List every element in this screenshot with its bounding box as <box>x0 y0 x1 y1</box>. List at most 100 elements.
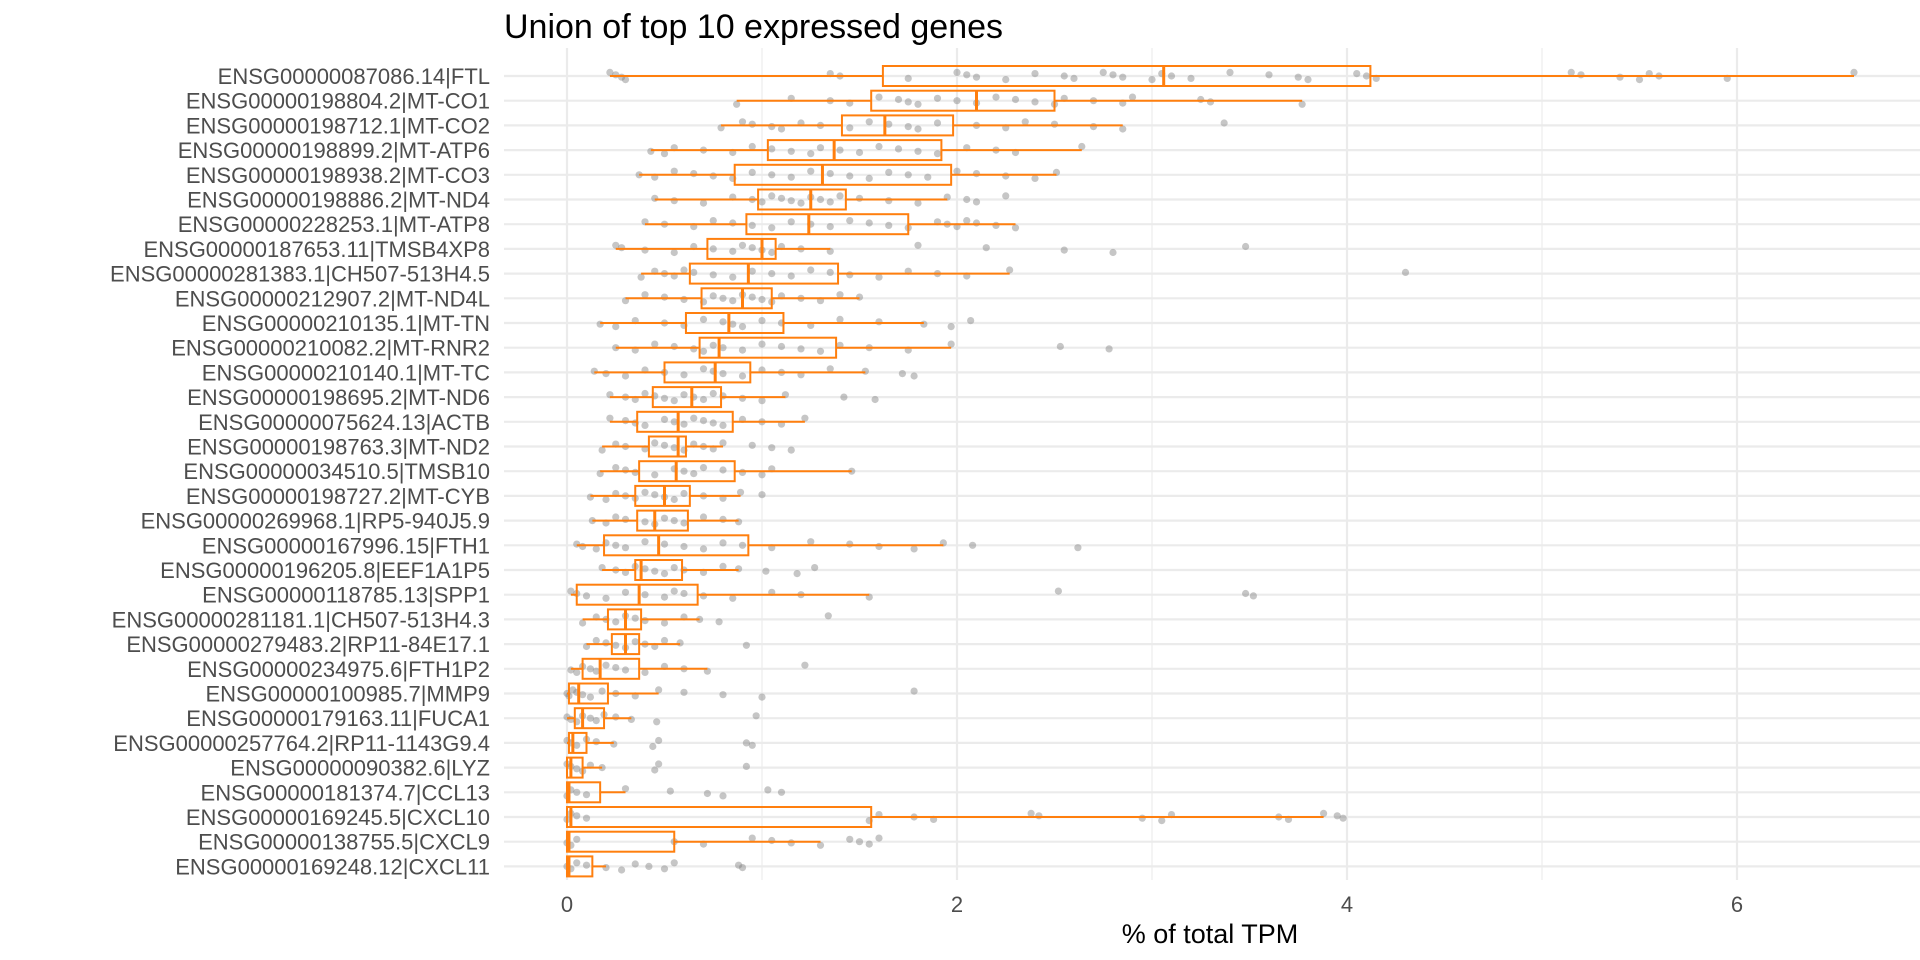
data-point <box>660 619 669 627</box>
iqr-box <box>567 731 588 754</box>
data-point <box>729 320 737 328</box>
data-point <box>738 346 747 354</box>
data-point <box>680 688 688 696</box>
data-point <box>797 345 805 353</box>
iqr-box <box>634 484 691 507</box>
iqr-box <box>575 583 699 606</box>
data-point <box>641 421 649 429</box>
data-point <box>719 515 727 524</box>
data-point <box>651 439 659 447</box>
data-point <box>709 341 717 349</box>
data-point <box>641 668 649 677</box>
iqr-box <box>881 65 1372 87</box>
data-point <box>885 168 893 176</box>
y-tick-label: ENSG00000269968.1|RP5-940J5.9 <box>141 509 490 534</box>
data-point <box>1197 95 1205 104</box>
data-point <box>655 760 663 768</box>
data-point <box>621 588 630 596</box>
data-point <box>846 124 854 132</box>
data-point <box>801 414 809 422</box>
data-point <box>610 740 618 748</box>
data-point <box>855 838 864 846</box>
data-point <box>612 641 620 649</box>
y-tick-label: ENSG00000196205.8|EEF1A1P5 <box>160 558 490 583</box>
data-point <box>967 317 975 325</box>
data-point <box>719 294 727 302</box>
data-point <box>627 715 635 724</box>
data-point <box>826 268 834 276</box>
iqr-box <box>581 657 641 680</box>
iqr-box <box>566 806 873 828</box>
y-tick-label: ENSG00000198712.1|MT-CO2 <box>186 113 490 138</box>
data-point <box>641 488 649 496</box>
data-point <box>670 517 678 525</box>
y-tick-label: ENSG00000228253.1|MT-ATP8 <box>178 212 490 237</box>
data-point <box>573 668 581 677</box>
iqr-box <box>733 163 953 186</box>
y-tick-label: ENSG00000090382.6|LYZ <box>230 756 490 781</box>
data-point <box>579 691 587 699</box>
data-point <box>871 395 879 404</box>
iqr-box <box>566 830 676 853</box>
iqr-box <box>566 781 602 804</box>
y-tick-label: ENSG00000198938.2|MT-CO3 <box>186 163 490 188</box>
data-point <box>953 68 961 76</box>
data-point <box>768 836 776 845</box>
data-point <box>569 686 577 694</box>
data-point <box>592 717 600 725</box>
data-point <box>680 295 688 304</box>
data-point <box>1109 248 1117 257</box>
data-point <box>748 142 756 151</box>
data-point <box>793 570 801 578</box>
data-point <box>885 221 893 229</box>
data-point <box>670 495 678 504</box>
data-point <box>680 542 688 551</box>
data-point <box>801 661 809 669</box>
data-point <box>680 391 688 399</box>
data-point <box>816 347 825 355</box>
y-tick-label: ENSG00000210140.1|MT-TC <box>202 360 490 385</box>
data-point <box>586 493 595 501</box>
data-point <box>621 544 630 552</box>
data-point <box>1031 70 1039 78</box>
data-point <box>1850 68 1858 76</box>
data-point <box>742 641 751 649</box>
data-point <box>602 661 610 669</box>
data-point <box>865 174 873 182</box>
data-point <box>752 712 760 720</box>
data-point <box>1031 98 1039 106</box>
data-point <box>612 323 620 331</box>
data-point <box>567 587 575 595</box>
data-point <box>655 686 663 694</box>
data-point <box>992 93 1000 101</box>
data-point <box>729 219 737 227</box>
data-point <box>621 417 630 425</box>
data-point <box>680 371 688 379</box>
data-point <box>651 471 659 479</box>
data-point <box>703 789 712 798</box>
iqr-box <box>688 262 840 285</box>
data-point <box>898 370 907 378</box>
data-point <box>738 394 747 402</box>
iqr-box <box>636 410 734 433</box>
data-point <box>826 223 834 231</box>
data-point <box>861 367 869 375</box>
data-point <box>631 860 639 868</box>
data-point <box>748 120 756 128</box>
data-point <box>660 540 669 548</box>
y-tick-label: ENSG00000075624.13|ACTB <box>198 410 490 435</box>
data-point <box>641 538 649 546</box>
data-point <box>602 495 610 504</box>
data-point <box>1060 246 1068 254</box>
data-point <box>582 861 591 869</box>
data-point <box>811 564 819 572</box>
y-tick-label: ENSG00000181374.7|CCL13 <box>201 780 490 805</box>
data-point <box>875 318 883 326</box>
data-point <box>1339 814 1347 822</box>
data-point <box>709 271 717 279</box>
data-point <box>758 397 766 405</box>
data-point <box>1226 68 1234 76</box>
data-point <box>738 241 747 249</box>
